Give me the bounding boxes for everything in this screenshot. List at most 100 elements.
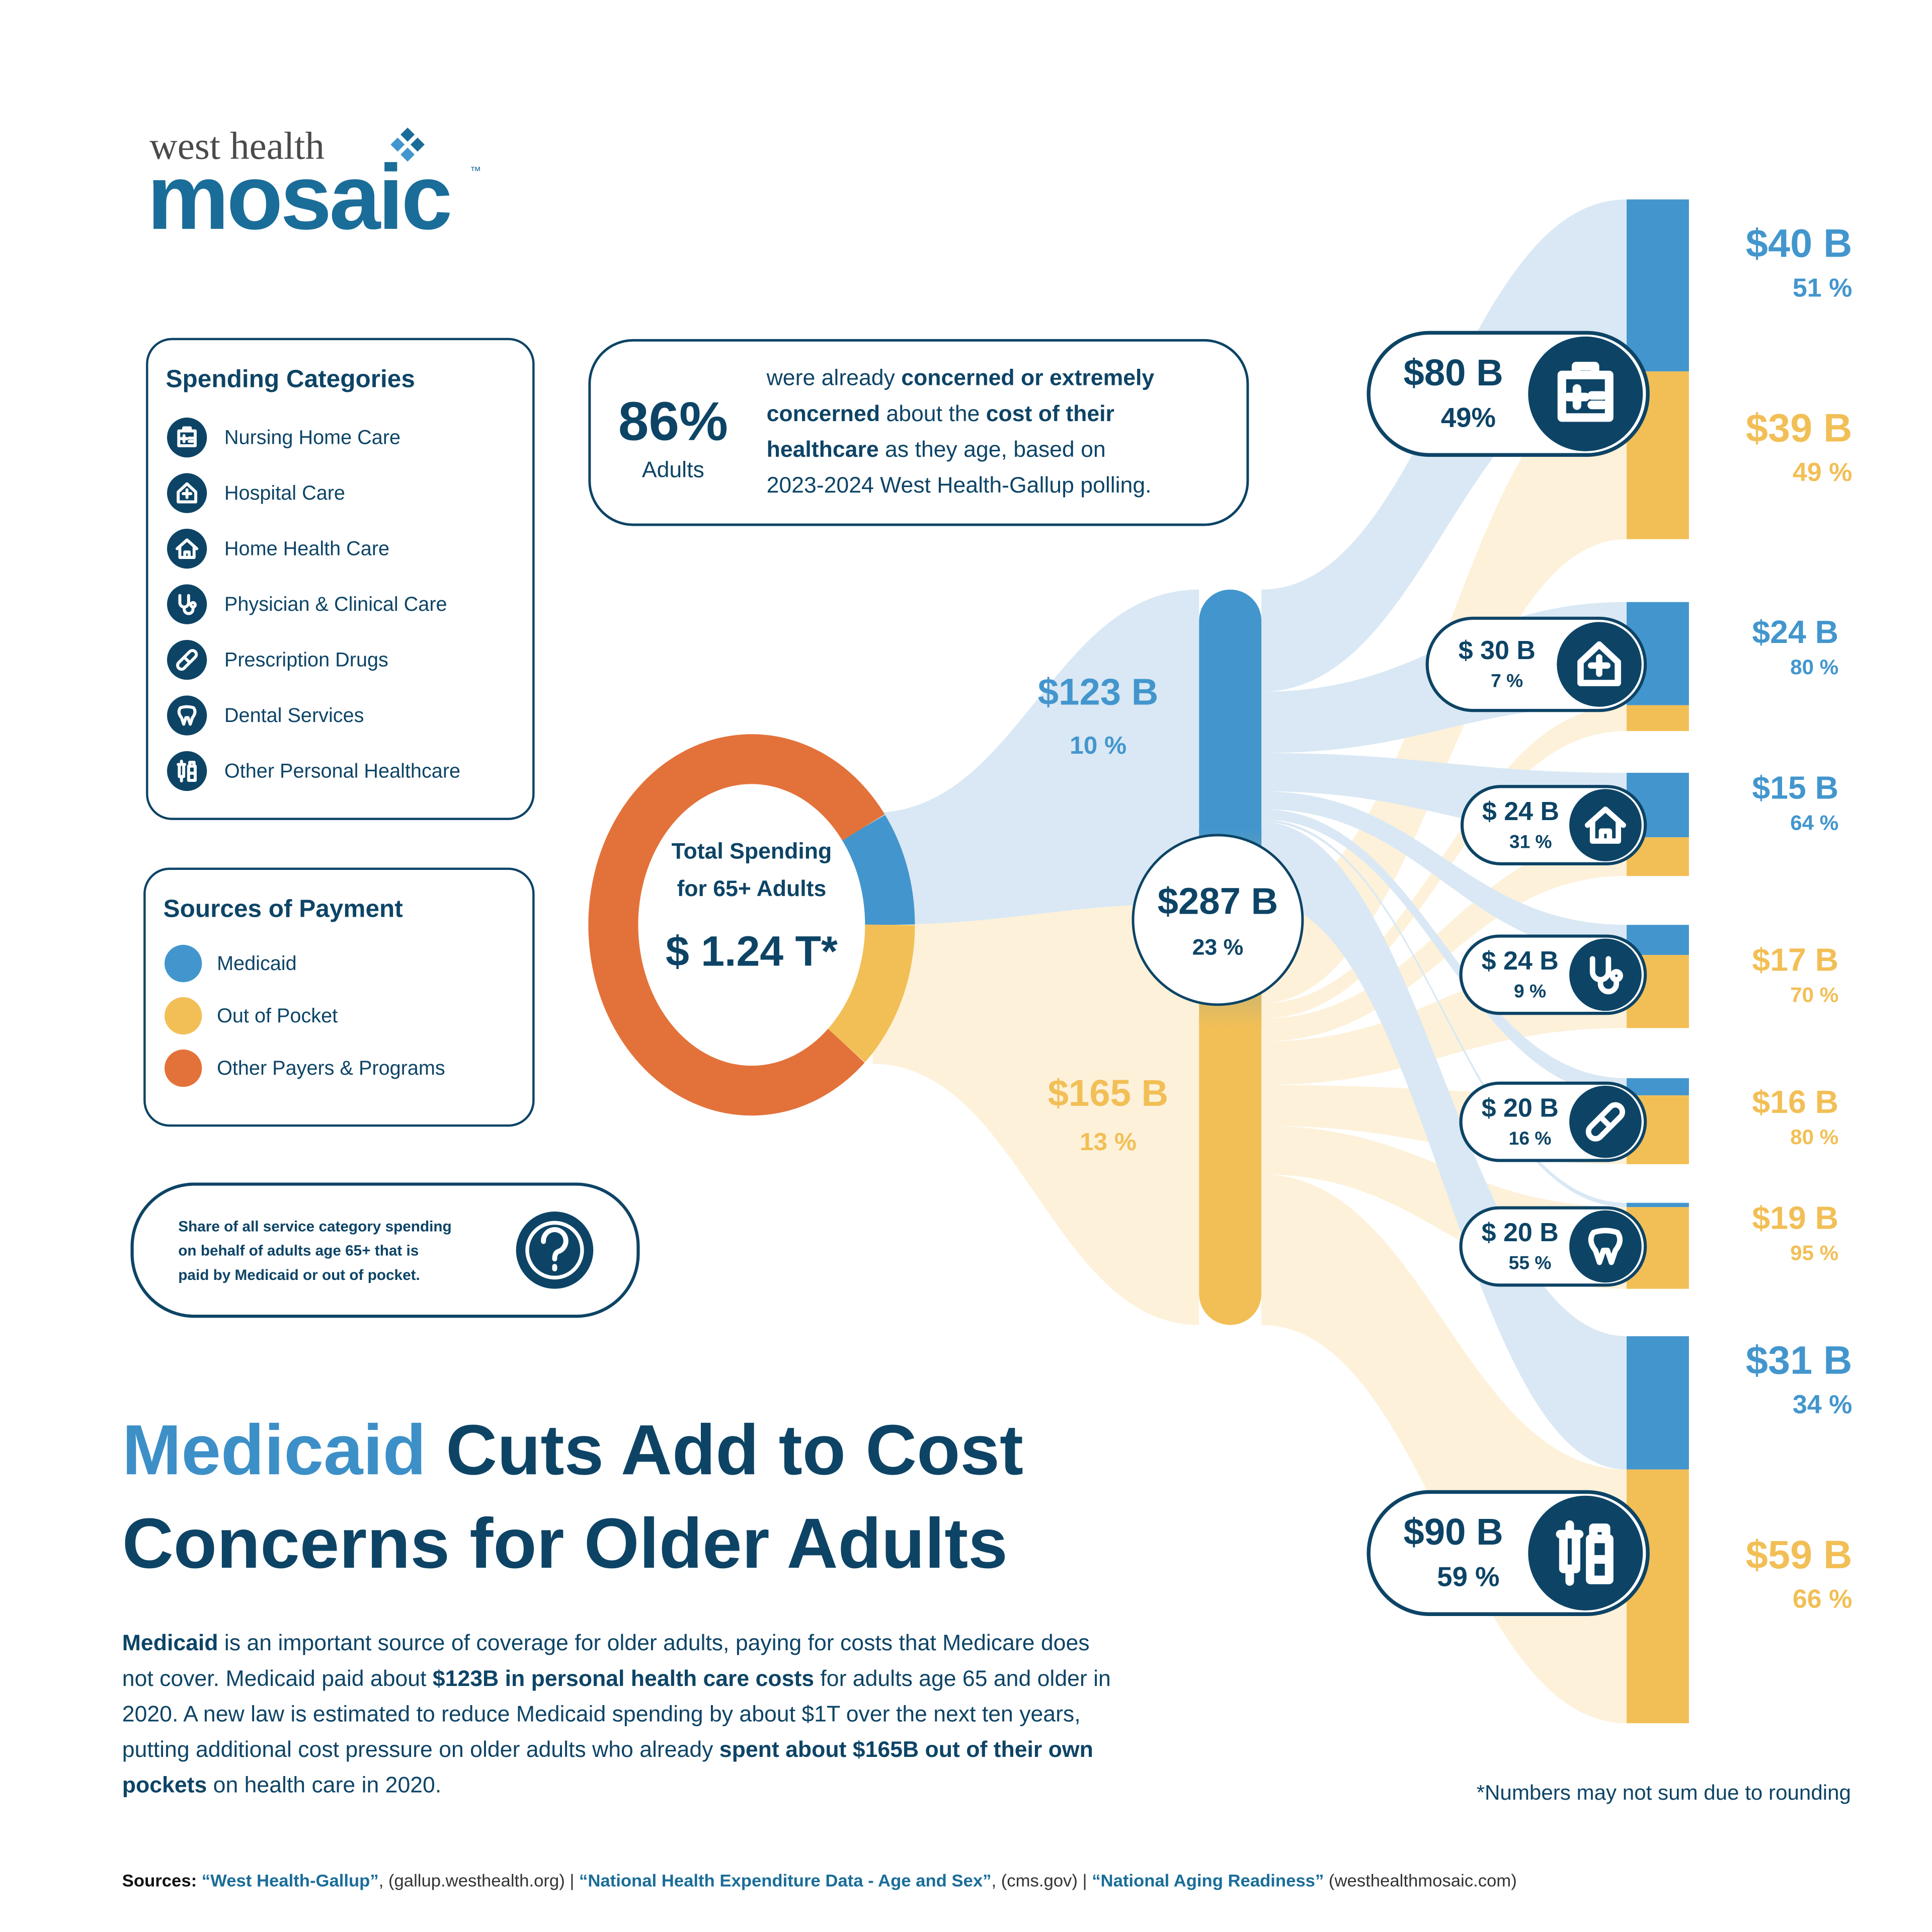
category-icon-glyph — [178, 594, 197, 615]
logo-mark: ™ — [470, 165, 481, 177]
legend-label: Hospital Care — [224, 482, 345, 504]
body-text: putting additional cost pressure on olde… — [122, 1737, 1093, 1762]
category-icon-glyph — [1588, 1228, 1623, 1265]
help-icon-ring — [525, 1221, 584, 1280]
donut-segment — [827, 924, 915, 1063]
hub-share: 23 % — [1192, 935, 1244, 959]
stat-value: 86% — [618, 390, 728, 452]
body-text: pockets on health care in 2020. — [122, 1773, 441, 1797]
sources: Sources: “West Health-Gallup”, (gallup.w… — [122, 1871, 1517, 1890]
text-run: healthcare — [767, 437, 879, 461]
headline: Medicaid Cuts Add to Cost — [122, 1410, 1023, 1489]
segment-amount: $59 B — [1746, 1532, 1853, 1577]
category-icon-glyph — [176, 649, 198, 671]
target-flow — [1261, 837, 1627, 1042]
target-flow — [1261, 819, 1627, 1208]
segment-share: 34 % — [1793, 1390, 1853, 1419]
category-icon — [1569, 789, 1642, 861]
target-flow — [1261, 809, 1627, 1096]
text-run: 2020. A new law is estimated to reduce M… — [122, 1702, 1081, 1726]
segment-share: 49 % — [1793, 458, 1853, 487]
category-icon-glyph — [1577, 641, 1621, 686]
category-icon — [1569, 1210, 1642, 1283]
headline: Concerns for Older Adults — [122, 1503, 1008, 1583]
segment-amount: $19 B — [1752, 1199, 1838, 1236]
legend-label: Dental Services — [224, 704, 364, 727]
target-bar — [1627, 1202, 1689, 1208]
stat-label: Adults — [642, 457, 704, 482]
legend-label: Other Personal Healthcare — [224, 760, 460, 782]
target-bar — [1627, 1469, 1689, 1724]
target-share: 9 % — [1514, 981, 1546, 1002]
target-amount: $90 B — [1404, 1511, 1503, 1553]
segment-amount: $15 B — [1752, 770, 1838, 806]
segment-amount: $39 B — [1746, 405, 1853, 450]
segment-amount: $16 B — [1752, 1084, 1838, 1120]
help-icon-glyph — [541, 1227, 569, 1271]
text-run: Concerns for Older Adults — [122, 1503, 1008, 1583]
source-amount: $123 B — [1038, 671, 1159, 712]
legend-title: Spending Categories — [166, 365, 415, 393]
note-text: paid by Medicaid or out of pocket. — [178, 1267, 420, 1283]
category-icon-glyph — [177, 705, 197, 726]
donut-total: $ 1.24 T* — [666, 927, 838, 975]
source-flow — [872, 904, 1199, 1325]
text-run: pockets — [122, 1773, 207, 1797]
logo-top: west health — [149, 124, 325, 167]
legend-label: Physician & Clinical Care — [224, 593, 447, 615]
text-run: spent about $165B out of their own — [719, 1737, 1093, 1762]
target-share: 49% — [1441, 402, 1496, 433]
target-amount: $ 30 B — [1459, 636, 1536, 665]
body-text: 2020. A new law is estimated to reduce M… — [122, 1702, 1081, 1726]
category-icon-glyph — [1556, 1520, 1614, 1586]
legend-swatch — [165, 997, 202, 1035]
hub-amount: $287 B — [1158, 880, 1278, 922]
source-share: 10 % — [1070, 732, 1126, 759]
legend-label: Other Payers & Programs — [217, 1057, 445, 1079]
target-bar — [1627, 1078, 1689, 1096]
text-run: , (gallup.westhealth.org) | — [379, 1871, 579, 1890]
segment-amount: $40 B — [1746, 221, 1853, 266]
segment-share: 66 % — [1793, 1585, 1853, 1614]
source-amount: $165 B — [1048, 1072, 1169, 1114]
stat-text: 2023-2024 West Health-Gallup polling. — [767, 472, 1152, 497]
text-run: $123B in personal health care costs — [433, 1666, 814, 1691]
segment-share: 80 % — [1790, 1125, 1838, 1149]
target-bar — [1627, 705, 1689, 732]
category-icon — [167, 528, 207, 569]
text-run: Sources: — [122, 1871, 202, 1890]
legend-label: Medicaid — [217, 952, 297, 975]
segment-share: 64 % — [1790, 811, 1838, 835]
segment-share: 70 % — [1790, 983, 1838, 1006]
text-run: on health care in 2020. — [207, 1773, 441, 1797]
category-icon-glyph — [177, 482, 198, 504]
stat-text: concerned about the cost of their — [767, 401, 1114, 426]
legend-label: Home Health Care — [224, 538, 389, 560]
source-share: 13 % — [1080, 1128, 1137, 1156]
text-run: 2023-2024 West Health-Gallup polling. — [767, 472, 1152, 497]
logo-name: mosaic — [147, 145, 450, 249]
note-box — [130, 1182, 640, 1318]
category-icon-glyph — [1584, 807, 1626, 844]
text-run: cost of their — [986, 401, 1114, 426]
text-run: putting additional cost pressure on olde… — [122, 1737, 719, 1762]
legend-label: Nursing Home Care — [224, 427, 400, 449]
category-icon-glyph — [177, 426, 197, 447]
legend-label: Out of Pocket — [217, 1005, 338, 1027]
donut-label: for 65+ Adults — [677, 876, 826, 901]
segment-share: 51 % — [1793, 273, 1853, 302]
hub-circle — [1132, 834, 1304, 1006]
text-run: , (cms.gov) | — [991, 1871, 1092, 1890]
category-icon-glyph — [1589, 956, 1623, 995]
donut-segment — [842, 815, 915, 925]
segment-share: 80 % — [1790, 655, 1838, 679]
category-icon-glyph — [1585, 1102, 1626, 1142]
body-text: not cover. Medicaid paid about $123B in … — [122, 1666, 1111, 1691]
target-share: 7 % — [1491, 670, 1523, 691]
target-share: 16 % — [1509, 1128, 1552, 1149]
text-run: (westhealthmosaic.com) — [1324, 1871, 1516, 1890]
target-flow — [1261, 791, 1627, 955]
text-run: concerned — [767, 401, 880, 426]
text-run: “National Health Expenditure Data - Age … — [579, 1871, 991, 1890]
